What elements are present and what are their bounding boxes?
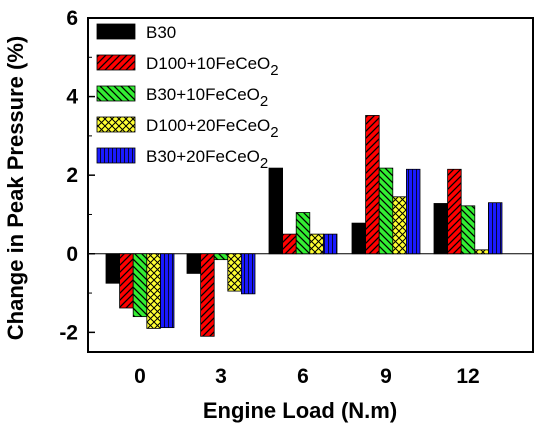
y-axis-ticks: -2 0 2 4 6: [59, 7, 95, 344]
legend-label: B30+10FeCeO2: [146, 85, 268, 110]
legend-swatch: [96, 54, 136, 71]
bar-b30-10feceo2-6: [295, 212, 311, 255]
bar-b30-0: [105, 253, 121, 284]
bar-b30-10feceo2-3: [213, 253, 229, 261]
bar-d100-10feceo2-3: [200, 253, 215, 337]
bar-b30-20feceo2-0: [159, 253, 175, 329]
legend-label: B30: [146, 23, 176, 42]
bar-d100-10feceo2-0: [119, 253, 134, 309]
legend-label: D100+10FeCeO2: [146, 54, 279, 79]
legend-swatch: [96, 23, 136, 40]
bar-b30-10feceo2-9: [378, 167, 394, 255]
bar-d100-10feceo2-9: [365, 115, 380, 255]
x-axis-ticks: 0 3 6 9 12: [134, 365, 480, 388]
legend-label: D100+20FeCeO2: [146, 116, 279, 141]
bar-d100-20feceo2-6: [309, 233, 324, 255]
bar-d100-20feceo2-0: [146, 253, 161, 329]
legend-swatch: [96, 116, 136, 133]
y-axis-title: Change in Peak Pressure (%): [3, 36, 28, 340]
bar-b30-10feceo2-0: [132, 253, 148, 318]
bar-b30-6: [268, 167, 284, 255]
plot-frame: [87, 17, 534, 353]
bar-d100-10feceo2-6: [282, 233, 297, 255]
bar-b30-20feceo2-9: [405, 168, 421, 255]
y-tick-label: -2: [59, 321, 78, 344]
bar-b30-20feceo2-3: [240, 253, 256, 295]
bars-group: [105, 115, 503, 337]
bar-d100-10feceo2-12: [447, 168, 462, 255]
bar-b30-10feceo2-12: [460, 205, 476, 255]
x-tick-label: 3: [215, 365, 227, 388]
legend-label: B30+20FeCeO2: [146, 147, 268, 172]
y-tick-label: 2: [66, 164, 78, 187]
bar-b30-3: [186, 253, 202, 274]
y-tick-label: 0: [66, 243, 78, 266]
x-tick-label: 0: [134, 365, 146, 388]
legend-swatch: [96, 147, 136, 164]
x-tick-label: 6: [297, 365, 309, 388]
y-tick-label: 4: [66, 86, 78, 109]
bar-b30-12: [433, 203, 449, 255]
bar-b30-20feceo2-12: [487, 202, 503, 255]
legend: B30 D100+10FeCeO2 B30+10FeCeO2 D100+20FeCeO…: [96, 23, 279, 172]
x-axis-title: Engine Load (N.m): [203, 398, 397, 423]
bar-d100-20feceo2-12: [474, 249, 489, 255]
bar-d100-20feceo2-3: [227, 253, 242, 292]
plot-border: [87, 17, 534, 353]
y-tick-label: 6: [66, 7, 78, 30]
bar-b30-20feceo2-6: [322, 233, 338, 255]
bar-b30-9: [351, 222, 367, 255]
x-tick-label: 9: [380, 365, 392, 388]
x-tick-label: 12: [456, 365, 479, 388]
bar-d100-20feceo2-9: [392, 196, 407, 255]
legend-swatch: [96, 85, 136, 102]
